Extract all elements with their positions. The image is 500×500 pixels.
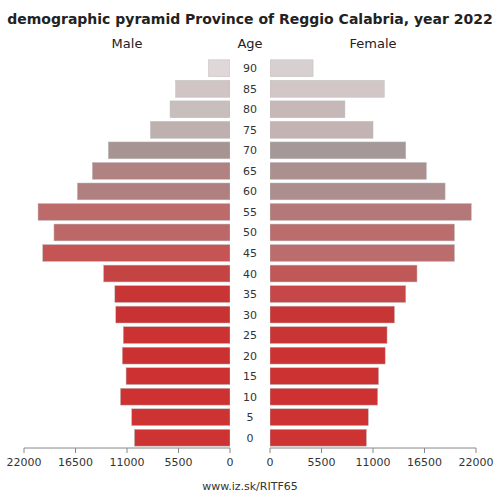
bar xyxy=(132,409,230,426)
bar xyxy=(92,162,230,179)
annotation: www.iz.sk/RITF65 xyxy=(202,480,298,493)
bar xyxy=(123,327,230,344)
bar xyxy=(270,101,345,118)
category-label: 40 xyxy=(243,268,257,281)
category-label: 50 xyxy=(243,226,257,239)
category-label: 0 xyxy=(247,432,254,445)
bars-right xyxy=(270,60,471,446)
bar xyxy=(270,347,385,364)
category-label: 30 xyxy=(243,309,257,322)
tick xyxy=(230,448,231,453)
bar xyxy=(270,183,445,200)
tick-label: 22000 xyxy=(7,456,42,469)
bar xyxy=(170,101,230,118)
tick-label: 5500 xyxy=(308,456,336,469)
tick xyxy=(321,448,322,453)
bar xyxy=(270,286,406,303)
tick-label: 11000 xyxy=(110,456,145,469)
category-label: 85 xyxy=(243,83,257,96)
bar xyxy=(134,429,230,446)
category-label: 5 xyxy=(247,411,254,424)
chart-container: demographic pyramid Province of Reggio C… xyxy=(0,0,500,500)
bar xyxy=(54,224,230,241)
tick xyxy=(75,448,76,453)
category-label: 80 xyxy=(243,103,257,116)
bar xyxy=(270,306,395,323)
category-label: 65 xyxy=(243,165,257,178)
bar xyxy=(38,204,230,221)
category-label: 90 xyxy=(243,62,257,75)
chart: demographic pyramid Province of Reggio C… xyxy=(0,0,500,500)
x-axis-left: 0 5500 11000 16500 22000 xyxy=(7,448,234,469)
series-header: Female xyxy=(349,36,396,51)
bar xyxy=(270,60,313,77)
tick-label: 0 xyxy=(227,456,234,469)
bar xyxy=(77,183,230,200)
axis-label: Age xyxy=(237,36,262,51)
tick xyxy=(373,448,374,453)
bar xyxy=(270,429,366,446)
bar xyxy=(116,306,230,323)
category-label: 55 xyxy=(243,206,257,219)
category-label: 25 xyxy=(243,329,257,342)
category-label: 45 xyxy=(243,247,257,260)
tick-label: 11000 xyxy=(356,456,391,469)
bar xyxy=(270,204,471,221)
bar xyxy=(270,265,417,282)
tick xyxy=(24,448,25,453)
title: demographic pyramid Province of Reggio C… xyxy=(7,11,493,27)
bar xyxy=(270,80,384,97)
tick xyxy=(476,448,477,453)
tick-label: 0 xyxy=(267,456,274,469)
tick xyxy=(127,448,128,453)
bar xyxy=(126,368,230,385)
bar xyxy=(270,162,426,179)
bar xyxy=(176,80,230,97)
tick-label: 16500 xyxy=(407,456,442,469)
bar xyxy=(208,60,230,77)
category-label: 15 xyxy=(243,370,257,383)
page: {"chart_data": { "type": "bar", "orienta… xyxy=(0,0,500,500)
bar xyxy=(270,245,454,262)
bar xyxy=(270,142,406,159)
tick-label: 22000 xyxy=(459,456,494,469)
bar xyxy=(122,347,230,364)
bar xyxy=(270,327,387,344)
tick xyxy=(270,448,271,453)
bar xyxy=(108,142,230,159)
series-header: Male xyxy=(112,36,143,51)
bars-left xyxy=(38,60,230,446)
tick xyxy=(424,448,425,453)
bar xyxy=(270,368,379,385)
category-label: 70 xyxy=(243,144,257,157)
bar xyxy=(43,245,230,262)
bar xyxy=(270,121,373,138)
bar xyxy=(104,265,230,282)
category-label: 35 xyxy=(243,288,257,301)
category-label: 10 xyxy=(243,391,257,404)
category-label: 60 xyxy=(243,185,257,198)
tick-label: 16500 xyxy=(58,456,93,469)
bar xyxy=(270,224,454,241)
bar xyxy=(270,388,378,405)
bar xyxy=(120,388,230,405)
bar xyxy=(270,409,368,426)
bar xyxy=(115,286,230,303)
tick-label: 5500 xyxy=(165,456,193,469)
category-label: 20 xyxy=(243,350,257,363)
tick xyxy=(178,448,179,453)
category-label: 75 xyxy=(243,124,257,137)
x-axis-right: 0 5500 11000 16500 22000 xyxy=(267,448,494,469)
bar xyxy=(150,121,230,138)
